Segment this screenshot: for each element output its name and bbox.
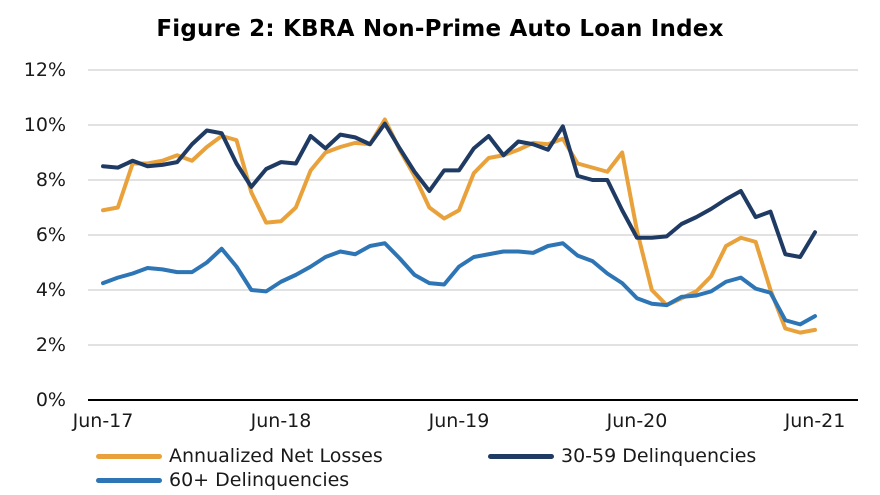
y-axis-tick-label: 4% xyxy=(35,279,66,301)
legend-item-60-plus-delinquencies: 60+ Delinquencies xyxy=(96,468,349,492)
y-axis-tick-label: 2% xyxy=(35,334,66,356)
y-axis-tick-label: 12% xyxy=(23,59,66,81)
legend-label: Annualized Net Losses xyxy=(169,445,383,467)
x-axis-tick-label: Jun-20 xyxy=(606,410,668,432)
series-line-30-59-delinquencies xyxy=(101,121,817,259)
x-axis-tick-label: Jun-17 xyxy=(72,410,134,432)
legend-item-30-59-delinquencies: 30-59 Delinquencies xyxy=(488,444,756,468)
x-axis-tick-label: Jun-21 xyxy=(784,410,846,432)
x-axis-tick-label: Jun-18 xyxy=(250,410,312,432)
series-line-annualized-net-losses xyxy=(101,117,817,335)
y-axis-tick-label: 0% xyxy=(35,389,66,411)
y-axis-tick-label: 6% xyxy=(35,224,66,246)
series-line-60-delinquencies xyxy=(101,241,817,327)
y-axis-tick-label: 10% xyxy=(23,114,66,136)
y-axis-tick-label: 8% xyxy=(35,169,66,191)
legend-item-annualized-net-losses: Annualized Net Losses xyxy=(96,444,383,468)
30-59-delinquencies-line-swatch xyxy=(488,453,554,459)
x-axis-tick-label: Jun-19 xyxy=(428,410,490,432)
chart-title: Figure 2: KBRA Non-Prime Auto Loan Index xyxy=(156,16,724,42)
60-plus-delinquencies-line-swatch xyxy=(96,477,162,483)
legend-label: 30-59 Delinquencies xyxy=(561,445,757,467)
legend-label: 60+ Delinquencies xyxy=(169,469,350,491)
annualized-net-losses-line-swatch xyxy=(96,453,162,459)
